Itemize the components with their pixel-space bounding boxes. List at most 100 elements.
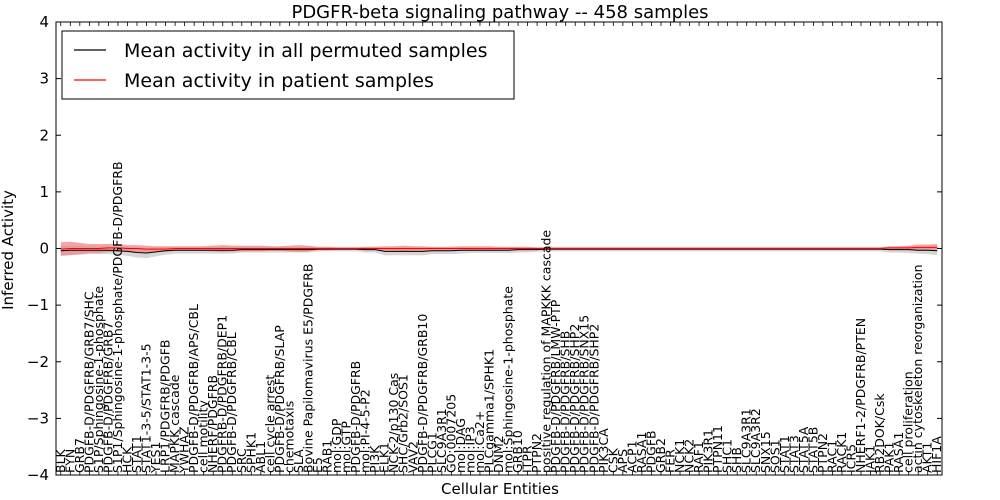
legend: Mean activity in all permuted samples Me… [61, 30, 515, 100]
category-label: YWHAZ [177, 426, 192, 474]
category-label: GRB7 [72, 438, 87, 473]
category-label: mol:Sphingosine-1-phosphate [501, 286, 516, 473]
category-label: S1P/Sphingosine-1-phosphate [91, 286, 106, 473]
category-label: PI3K [367, 445, 382, 473]
category-label: HCK [119, 446, 134, 473]
category-label: DNM2 [491, 435, 506, 473]
category-label: PTPN2 [529, 433, 544, 473]
category-label: PDGFB [643, 430, 658, 473]
category-label: PDGFB-D/PDGFRB/GRB7 [100, 322, 115, 473]
category-label: SLA [291, 449, 306, 473]
category-label: PDGFB-D/PDGFRB/GRB10 [415, 314, 430, 473]
category-label: RAF1 [691, 441, 706, 473]
category-label: Bovine Papilomavirus E5/PDGFRB [300, 264, 315, 473]
category-label: FER [662, 449, 677, 473]
category-label: PTPN11 [710, 425, 725, 473]
category-label: APS [615, 449, 630, 473]
category-label: SHC1 [720, 439, 735, 473]
category-label: MAPKK cascade [167, 374, 182, 473]
y-tick-label: 3 [39, 70, 49, 88]
category-label: STAT1 [777, 435, 792, 473]
category-label: PTPN2 [815, 433, 830, 473]
category-label: GRB10 [510, 430, 525, 473]
category-label: BLK [53, 448, 68, 473]
y-tick-label: −4 [27, 466, 49, 484]
category-label: SHB [729, 447, 744, 473]
category-label: PLCgamma1/SPHK1 [481, 349, 496, 473]
category-label: STAT1-3-5/STAT1-3-5 [139, 343, 154, 473]
category-label: ELK1 [377, 442, 392, 473]
category-label: PIK3CA [596, 428, 611, 473]
category-label: SNX15 [758, 431, 773, 473]
category-label: PDGFB-D/PDGFRB/APS/CBL [186, 304, 201, 473]
series-lines [60, 246, 938, 254]
y-tick-label: 0 [39, 240, 49, 258]
category-label: RAB1 [320, 440, 335, 473]
category-label: GRB2 [653, 438, 668, 473]
category-label: mol:Ca2+ [472, 411, 487, 473]
category-label: PDGFB-D/PDGFRB/SHB [558, 331, 573, 473]
chart-title: PDGFR-beta signaling pathway -- 458 samp… [291, 2, 708, 23]
category-label: SHC/Grb2/SOS1 [396, 374, 411, 473]
category-label: mol:PI-4-5-P2 [358, 389, 373, 473]
category-label: GO:0007205 [443, 394, 458, 473]
category-label: PDGFB-D/PDGFRB [348, 361, 363, 473]
x-axis-label: Cellular Entities [441, 480, 559, 498]
category-label: RASA1 [891, 432, 906, 473]
category-label: NHERF/PDGFRB [205, 375, 220, 473]
category-label: NHERF1-2/PDGFRB/PTEN [853, 318, 868, 473]
y-tick-label: −2 [27, 353, 49, 371]
category-label: PDGFB-D/PDGFRB/SHP2 [567, 324, 582, 473]
category-label: ABL1 [253, 441, 268, 473]
legend-box [61, 30, 515, 100]
category-label: S1P1/Sphingosine-1-phosphate/PDGFB-D/PDG… [110, 161, 125, 473]
category-label: SLC9A3R1 [434, 408, 449, 473]
category-label: PDGFB-D/PDGFRB/CBL [224, 332, 239, 473]
category-label: ITPR [520, 445, 535, 473]
category-labels: BLKFYNGRB7PDGFB-D/PDGFRB/GRB7/SHCS1P/Sph… [53, 161, 944, 474]
category-label: cell motility [196, 399, 211, 473]
category-label: RACK1 [834, 432, 849, 473]
category-label: YES1 [148, 442, 163, 474]
category-label: NCK2 [682, 439, 697, 473]
category-label: FYN [62, 449, 77, 473]
category-label: LRP1/PDGFRB/PDGFB [158, 340, 173, 473]
category-label: SPHK1 [243, 432, 258, 473]
category-label: PDGFB-D/PDGFRB/GRB7/SHC [81, 291, 96, 473]
category-label: RAC1 [824, 440, 839, 473]
category-label: NCK-2/p130 Cas [386, 373, 401, 473]
category-label: SLC9A3R1 [739, 408, 754, 473]
category-label: NCK1 [672, 439, 687, 473]
y-axis-label: Inferred Activity [0, 190, 17, 310]
category-label: cell cycle arrest [262, 375, 277, 473]
category-label: STAT5B [805, 427, 820, 473]
category-label: PDGFB-D/PDGFRB/LMW-PTP [548, 299, 563, 473]
category-label: SLC9A3R2 [748, 408, 763, 473]
category-label: STAT5A [796, 426, 811, 473]
x-axis [60, 22, 938, 475]
category-label: SOS1 [767, 439, 782, 473]
category-label: mol:IP3 [462, 426, 477, 473]
legend-label-patient: Mean activity in patient samples [124, 70, 434, 92]
category-label: PDGFB-D/PDGFRB/SNX15 [577, 315, 592, 473]
category-label: actin cytoskeleton reorganization [910, 264, 925, 473]
category-label: HIF1A [929, 436, 944, 473]
category-label: mol:GTP [339, 421, 354, 473]
category-label: STAT1 [129, 435, 144, 473]
y-tick-label: 1 [39, 183, 49, 201]
y-tick-label: 4 [39, 13, 49, 31]
category-label: RB2DOK/Csk [872, 393, 887, 473]
category-label: JAK1 [863, 445, 878, 474]
y-axis: −4 −3 −2 −1 0 1 2 3 4 [27, 13, 942, 484]
y-tick-label: −3 [27, 409, 49, 427]
category-label: PDGFB-D/PDGFRB/SLAP [272, 325, 287, 473]
category-label: RASA1 [634, 432, 649, 473]
category-label: cell proliferation [901, 371, 916, 473]
category-label: STAT3 [786, 435, 801, 473]
category-label: chemotaxis [281, 401, 296, 473]
category-label: SRC [234, 448, 249, 473]
category-label: PIK3R1 [701, 429, 716, 473]
category-label: PDGFRB-D/PDGFRB/DEP1 [215, 315, 230, 473]
y-tick-label: −1 [27, 296, 49, 314]
